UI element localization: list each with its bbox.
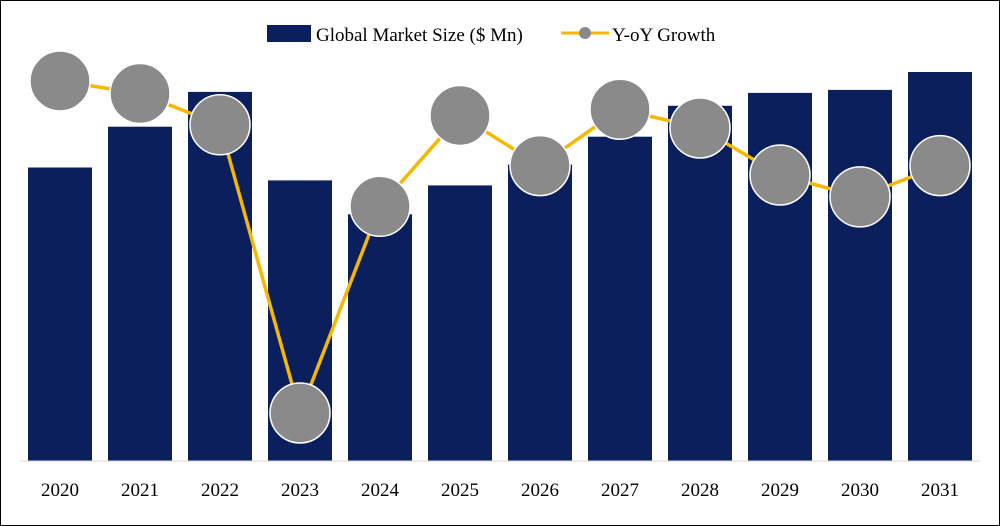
growth-marker-2022: [189, 94, 251, 156]
legend: Global Market Size ($ Mn) Y-oY Growth: [267, 25, 716, 46]
x-tick-label-2027: 2027: [601, 480, 639, 501]
growth-marker-2030: [829, 166, 891, 228]
x-tick-label-2029: 2029: [761, 480, 799, 501]
growth-marker-2021: [109, 62, 171, 125]
legend-swatch-market-size: [267, 25, 311, 42]
bar-2021: [108, 126, 172, 461]
bar-series: [28, 72, 972, 462]
x-tick-label-2020: 2020: [41, 480, 79, 501]
growth-marker-2026: [509, 134, 571, 197]
x-tick-label-2023: 2023: [281, 480, 319, 501]
growth-marker-2020: [29, 50, 91, 112]
x-tick-label-2031: 2031: [921, 480, 959, 501]
bar-2027: [588, 136, 652, 461]
x-tick-label-2028: 2028: [681, 480, 719, 501]
legend-label-market-size: Global Market Size ($ Mn): [316, 25, 523, 46]
x-tick-label-2026: 2026: [521, 480, 559, 501]
bar-2025: [428, 185, 492, 461]
growth-marker-2023: [269, 382, 331, 444]
bar-2030: [828, 89, 892, 462]
bar-2026: [508, 164, 572, 461]
growth-marker-2027: [589, 78, 651, 140]
legend-label-yoy-growth: Y-oY Growth: [612, 25, 716, 46]
growth-marker-2024: [349, 175, 411, 238]
yoy-growth-markers: [29, 50, 971, 444]
x-tick-label-2025: 2025: [441, 480, 479, 501]
bar-2024: [348, 214, 412, 461]
growth-marker-2029: [749, 144, 811, 206]
x-tick-label-2030: 2030: [841, 480, 879, 501]
x-axis-tick-labels: 2020 2021 2022 2023 2024 2025 2026 2027 2028 2029…: [41, 480, 959, 501]
legend-swatch-yoy-growth-marker: [579, 27, 591, 39]
bar-2028: [668, 105, 732, 462]
growth-marker-2028: [669, 97, 731, 159]
growth-marker-2025: [429, 84, 491, 147]
x-tick-label-2024: 2024: [361, 480, 400, 501]
x-tick-label-2021: 2021: [121, 480, 159, 501]
bar-2020: [28, 167, 92, 461]
bar-2031: [908, 72, 972, 461]
x-tick-label-2022: 2022: [201, 480, 239, 501]
growth-marker-2031: [909, 134, 971, 197]
